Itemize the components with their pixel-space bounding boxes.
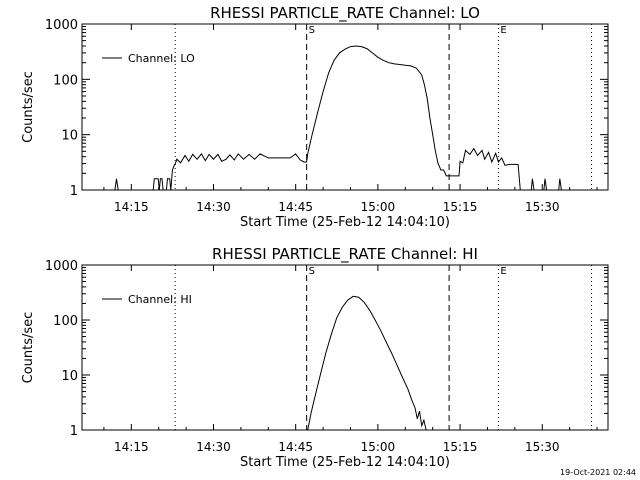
y-axis-label: Counts/sec bbox=[21, 71, 36, 143]
x-tick-label: 15:15 bbox=[443, 200, 478, 214]
chart-title: RHESSI PARTICLE_RATE Channel: HI bbox=[212, 245, 478, 264]
time-marker-label: S bbox=[309, 266, 315, 277]
x-tick-label: 14:30 bbox=[196, 200, 231, 214]
y-axis-label: Counts/sec bbox=[21, 312, 36, 384]
time-marker-label: E bbox=[500, 266, 506, 277]
y-tick-label: 1000 bbox=[45, 259, 78, 274]
time-marker-label: E bbox=[500, 25, 506, 36]
x-tick-label: 14:15 bbox=[114, 200, 149, 214]
x-tick-label: 15:30 bbox=[525, 440, 560, 454]
x-tick-label: 15:30 bbox=[525, 200, 560, 214]
x-tick-label: 15:00 bbox=[361, 440, 396, 454]
y-tick-label: 10 bbox=[61, 129, 78, 144]
x-tick-label: 14:45 bbox=[278, 440, 313, 454]
y-tick-label: 1 bbox=[70, 424, 78, 439]
y-tick-label: 100 bbox=[53, 73, 78, 88]
series-line bbox=[307, 295, 427, 431]
x-tick-label: 14:15 bbox=[114, 440, 149, 454]
y-tick-label: 1000 bbox=[45, 18, 78, 33]
plot-frame bbox=[81, 264, 609, 431]
x-tick-label: 15:15 bbox=[443, 440, 478, 454]
panel-hi-channel: RHESSI PARTICLE_RATE Channel: HI 14:15 14:… bbox=[21, 245, 609, 470]
y-tick-label: 10 bbox=[61, 369, 78, 384]
panel-lo-channel: RHESSI PARTICLE_RATE Channel: LO 14:15 14:… bbox=[21, 4, 609, 230]
x-tick-label: 14:45 bbox=[278, 200, 313, 214]
series-line bbox=[114, 45, 562, 191]
legend-entry: Channel: LO bbox=[128, 52, 195, 65]
y-tick-label: 100 bbox=[53, 314, 78, 329]
plot-frame bbox=[81, 23, 609, 191]
chart-title: RHESSI PARTICLE_RATE Channel: LO bbox=[210, 4, 480, 23]
footer-timestamp: 19-Oct-2021 02:44 bbox=[560, 468, 636, 477]
time-marker-label: S bbox=[309, 25, 315, 36]
x-tick-label: 15:00 bbox=[361, 200, 396, 214]
x-tick-label: 14:30 bbox=[196, 440, 231, 454]
legend-entry: Channel: HI bbox=[128, 293, 192, 306]
x-axis-label: Start Time (25-Feb-12 14:04:10) bbox=[240, 215, 450, 230]
x-axis-label: Start Time (25-Feb-12 14:04:10) bbox=[240, 455, 450, 470]
y-tick-label: 1 bbox=[70, 184, 78, 199]
